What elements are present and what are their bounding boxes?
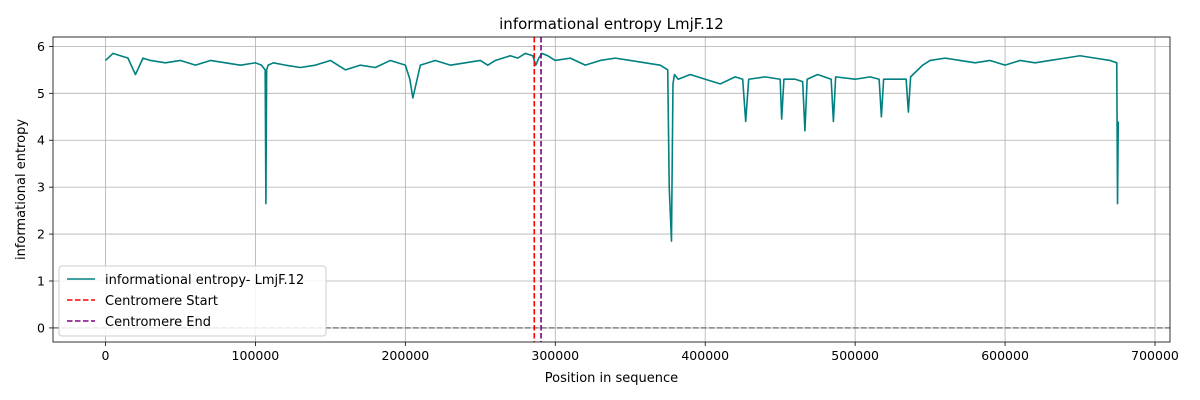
y-tick-label: 0 [37,320,45,335]
y-tick-label: 3 [37,180,45,195]
x-tick-label: 0 [101,348,109,363]
x-tick-label: 400000 [681,348,729,363]
legend: informational entropy- LmjF.12 Centromer… [58,265,327,337]
legend-label-centromere-end: Centromere End [105,315,211,330]
y-tick-label: 1 [37,274,45,289]
y-axis-label: informational entropy [14,119,29,260]
entropy-series-line [104,52,1120,242]
x-tick-label: 700000 [1131,348,1179,363]
x-tick-label: 200000 [381,348,429,363]
y-tick-label: 4 [37,133,45,148]
y-tick-label: 6 [37,39,45,54]
chart-title: informational entropy LmjF.12 [499,15,724,33]
y-tick-label: 2 [37,227,45,242]
axis-ticks: 0 100000 200000 300000 400000 500000 600000 700… [37,39,1179,363]
y-tick-label: 5 [37,86,45,101]
legend-box [58,265,327,337]
x-tick-label: 100000 [232,348,280,363]
legend-label-centromere-start: Centromere Start [105,294,218,309]
legend-label-entropy: informational entropy- LmjF.12 [105,273,304,288]
plot-frame [52,36,1171,343]
x-tick-label: 600000 [981,348,1029,363]
x-tick-label: 300000 [531,348,579,363]
x-axis-label: Position in sequence [545,371,678,386]
x-tick-label: 500000 [831,348,879,363]
